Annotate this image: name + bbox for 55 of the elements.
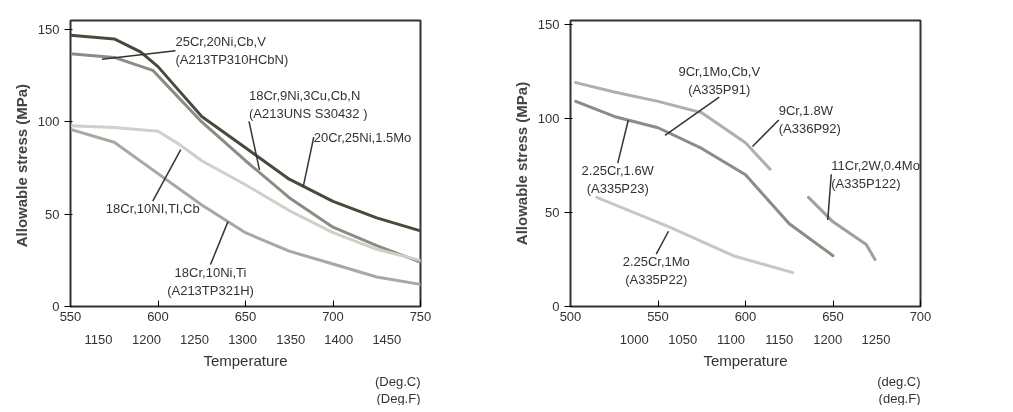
x2-tick-label: 1250 <box>861 331 891 347</box>
x2-tick-label: 1200 <box>132 331 161 347</box>
x2-tick-label: 1050 <box>668 331 698 347</box>
annotation: 9Cr,1.8W (A336P92) <box>778 103 841 137</box>
annotation: 20Cr,25Ni,1.5Mo <box>313 129 412 145</box>
x2-tick-label: 1150 <box>765 331 794 347</box>
text: (deg.C) <box>877 373 921 389</box>
x2-tick-label: 1100 <box>717 331 745 347</box>
x2-tick-label: 1400 <box>324 331 354 347</box>
y-tick-label: 0 <box>552 299 560 314</box>
x-tick-label: 650 <box>822 308 844 324</box>
annotation: 2.25Cr,1Mo (A335P22) <box>622 254 690 288</box>
x-tick-label: 700 <box>909 308 932 324</box>
text: (Deg.F) <box>376 390 421 406</box>
line-series <box>70 127 421 286</box>
x-tick-label: 550 <box>647 308 669 324</box>
annotation: 18Cr,10Ni,Ti (A213TP321H) <box>167 264 254 298</box>
x2-tick-label: 1000 <box>619 331 649 347</box>
text: (Deg.C) <box>374 373 421 389</box>
y-tick-label: 50 <box>545 204 560 220</box>
annotation: 18Cr,10NI,TI,Cb <box>105 201 200 217</box>
x-tick-label: 550 <box>59 308 82 324</box>
x2-tick-label: 1250 <box>180 331 209 347</box>
x-tick-label: 500 <box>559 308 582 324</box>
text: (deg.F) <box>878 390 921 406</box>
x-tick-label: 750 <box>409 308 432 324</box>
x-tick-label: 600 <box>734 308 757 324</box>
y-tick-label: 100 <box>537 110 560 126</box>
y-tick-label: 50 <box>45 206 60 222</box>
annotation: 9Cr,1Mo,Cb,V (A335P91) <box>678 64 761 98</box>
y-tick-label: 150 <box>537 16 560 32</box>
y-axis-title: Allowable stress (MPa) <box>12 83 30 248</box>
y-tick-label: 150 <box>37 22 60 38</box>
annotation: 11Cr,2W,0.4Mo (A335P122) <box>831 157 920 191</box>
line-series <box>70 52 421 264</box>
x-tick-label: 600 <box>147 308 169 324</box>
line-series <box>807 195 877 261</box>
x2-tick-label: 1300 <box>228 331 258 347</box>
y-tick-label: 0 <box>52 299 60 314</box>
y-axis-title: Allowable stress (MPa) <box>512 81 530 246</box>
x2-tick-label: 1450 <box>372 331 402 347</box>
y-tick-label: 100 <box>37 114 60 130</box>
x-axis-title: Temperature <box>703 351 788 369</box>
annotation: 18Cr,9Ni,3Cu,Cb,N (A213UNS S30432 ) <box>249 88 368 122</box>
line-series <box>70 33 421 233</box>
x2-tick-label: 1200 <box>813 331 843 347</box>
line-series <box>70 124 421 262</box>
x2-tick-label: 1150 <box>84 331 113 347</box>
annotation: 25Cr,20Ni,Cb,V (A213TP310HCbN) <box>175 34 289 68</box>
x-axis-title: Temperature <box>203 351 288 369</box>
x-tick-label: 700 <box>322 308 344 324</box>
x2-tick-label: 1350 <box>276 331 306 347</box>
annotation: 2.25Cr,1.6W (A335P23) <box>581 163 655 197</box>
line-series <box>595 195 795 275</box>
x-tick-label: 650 <box>234 308 257 324</box>
